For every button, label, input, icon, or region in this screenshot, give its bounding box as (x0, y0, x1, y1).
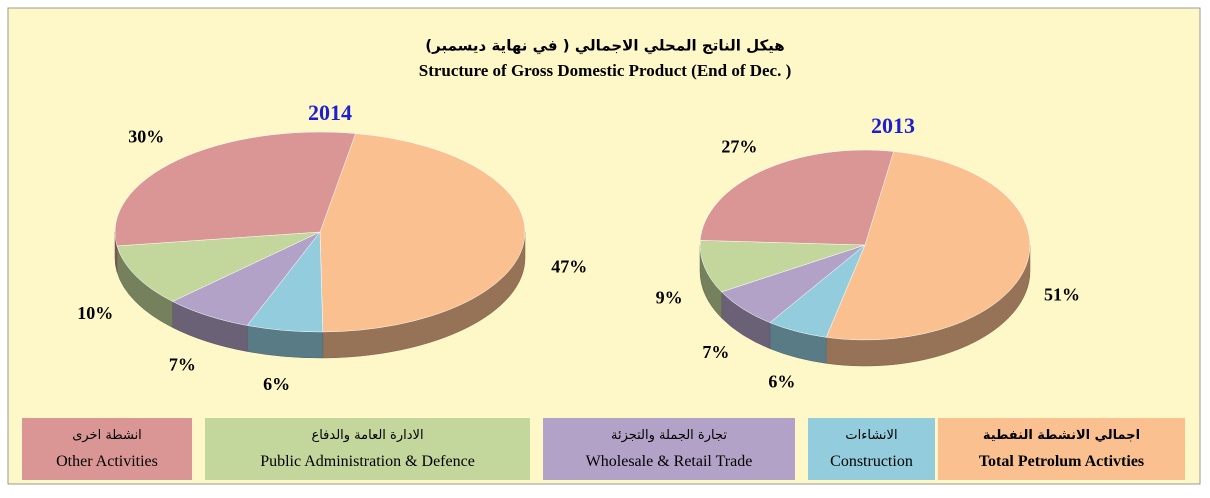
data-label: 27% (721, 137, 757, 157)
data-label: 9% (656, 288, 683, 308)
pie-slice (114, 131, 356, 247)
legend-label-ar: انشطة اخرى (72, 428, 142, 443)
data-label: 6% (263, 374, 290, 394)
legend-item: اجمالي الانشطة النفطية Total Petrolum Act… (938, 418, 1185, 480)
legend-label-ar: اجمالي الانشطة النفطية (982, 428, 1141, 443)
pie-slice (699, 240, 866, 293)
legend-label-en: Construction (830, 453, 913, 470)
legend-item: الانشاءات Construction (808, 418, 935, 480)
legend-label-ar: الانشاءات (845, 428, 898, 443)
data-label: 7% (169, 355, 196, 375)
legend-item: تجارة الجملة والتجزئة Wholesale & Retail … (543, 418, 795, 480)
legend-label-en: Other Activities (56, 453, 158, 470)
legend-label-en: Total Petrolum Activties (978, 453, 1145, 470)
title-en: Structure of Gross Domestic Product (End… (419, 61, 792, 80)
pie-slice (699, 149, 894, 246)
data-label: 47% (551, 257, 587, 277)
data-label: 10% (77, 303, 113, 323)
data-label: 51% (1044, 284, 1080, 304)
legend-item: الادارة العامة والدفاع Public Administrat… (205, 418, 530, 480)
pie-title: 2013 (871, 113, 915, 138)
pie-slice (116, 231, 321, 302)
data-label: 6% (768, 372, 795, 392)
pie-title: 2014 (308, 100, 352, 125)
data-label: 30% (128, 127, 164, 147)
legend-label-ar: الادارة العامة والدفاع (311, 428, 424, 443)
legend-item: انشطة اخرى Other Activities (22, 418, 192, 480)
legend-label-en: Wholesale & Retail Trade (585, 453, 753, 470)
legend-label-en: Public Administration & Defence (260, 453, 475, 470)
title-ar: هيكل الناتج المحلي الاجمالي ( في نهاية د… (425, 37, 784, 55)
legend-label-ar: تجارة الجملة والتجزئة (610, 428, 727, 443)
data-label: 7% (702, 342, 729, 362)
pie-slice (319, 133, 526, 333)
pie-slice (825, 151, 1031, 341)
